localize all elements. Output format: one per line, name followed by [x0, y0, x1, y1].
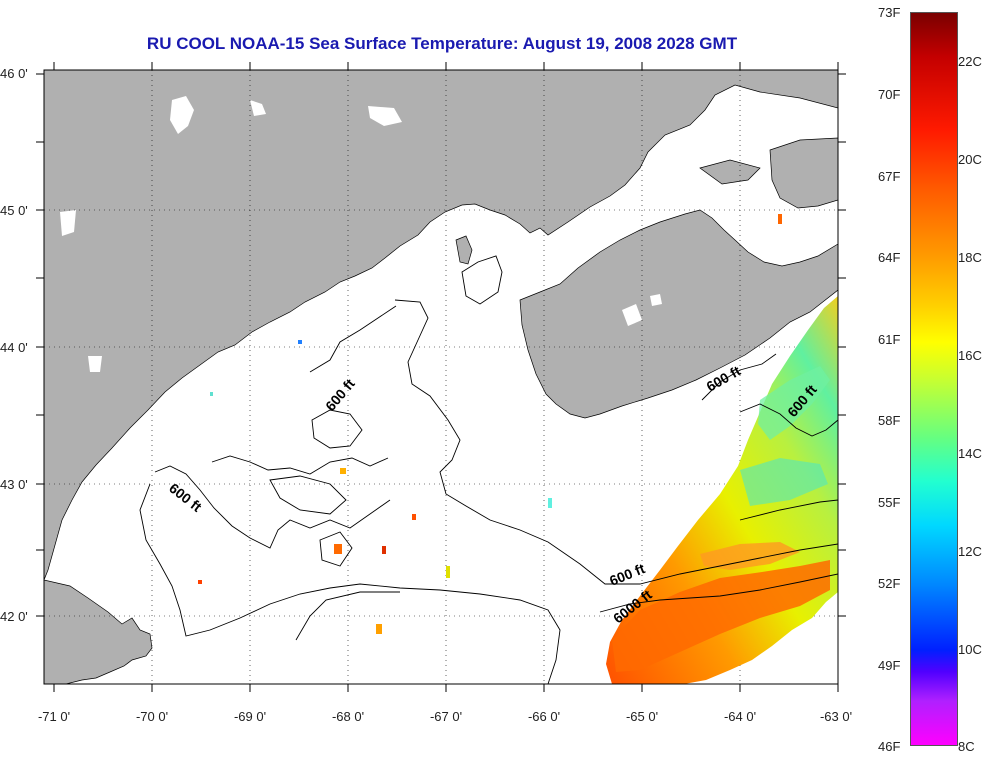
- sst-cool-band: [758, 366, 830, 440]
- lon-label: -68 0': [332, 709, 364, 724]
- sst-pixel: [198, 580, 202, 584]
- colorbar-label-c: 14C: [958, 446, 982, 461]
- sst-warm-core: [612, 560, 830, 672]
- colorbar-label-f: 52F: [878, 576, 901, 591]
- lake: [170, 96, 194, 134]
- lake: [622, 304, 642, 326]
- sst-pixel: [412, 514, 416, 520]
- sst-warm-patch: [700, 542, 800, 570]
- lat-label: 43 0': [0, 477, 28, 492]
- land-pei: [699, 159, 761, 185]
- land-cape-cod: [44, 579, 153, 684]
- lon-label: -71 0': [38, 709, 70, 724]
- sst-cool-band-2: [740, 458, 828, 506]
- lat-label: 45 0': [0, 203, 28, 218]
- lon-label: -64 0': [724, 709, 756, 724]
- colorbar-label-c: 20C: [958, 152, 982, 167]
- colorbar-label-c: 16C: [958, 348, 982, 363]
- land-mainland: [44, 70, 838, 581]
- lake: [60, 210, 76, 236]
- sst-pixel: [298, 340, 302, 344]
- colorbar-label-c: 22C: [958, 54, 982, 69]
- colorbar-label-f: 64F: [878, 250, 901, 265]
- colorbar-label-f: 46F: [878, 739, 901, 754]
- sst-pixel: [376, 624, 382, 634]
- lon-label: -66 0': [528, 709, 560, 724]
- sst-pixel: [334, 544, 342, 554]
- lat-label: 42 0': [0, 609, 28, 624]
- sst-pixel: [340, 468, 346, 474]
- temperature-colorbar: [910, 12, 958, 746]
- colorbar-label-f: 49F: [878, 658, 901, 673]
- lon-label: -70 0': [136, 709, 168, 724]
- sst-pixel: [778, 214, 782, 224]
- axis-ticks: [36, 62, 846, 692]
- colorbar-label-f: 55F: [878, 495, 901, 510]
- colorbar-label-f: 70F: [878, 87, 901, 102]
- colorbar-label-f: 58F: [878, 413, 901, 428]
- sst-pixel: [548, 498, 552, 508]
- lat-label: 46 0': [0, 66, 28, 81]
- land-nova-scotia: [519, 209, 838, 419]
- land-grand-manan: [455, 235, 473, 265]
- colorbar-label-c: 10C: [958, 642, 982, 657]
- colorbar-label-c: 8C: [958, 739, 975, 754]
- colorbar-label-c: 18C: [958, 250, 982, 265]
- lake: [88, 356, 102, 372]
- sst-pixel: [382, 546, 386, 554]
- lon-label: -63 0': [820, 709, 852, 724]
- lake: [368, 106, 402, 126]
- lat-label: 44 0': [0, 340, 28, 355]
- sst-pixel: [210, 392, 213, 396]
- lon-label: -65 0': [626, 709, 658, 724]
- land-cape-breton: [769, 137, 838, 209]
- lon-label: -69 0': [234, 709, 266, 724]
- colorbar-label-f: 73F: [878, 5, 901, 20]
- colorbar-label-c: 12C: [958, 544, 982, 559]
- sst-pixel: [446, 566, 450, 578]
- colorbar-label-f: 67F: [878, 169, 901, 184]
- colorbar-label-f: 61F: [878, 332, 901, 347]
- lake: [650, 294, 662, 306]
- map-title: RU COOL NOAA-15 Sea Surface Temperature:…: [146, 34, 738, 53]
- lake: [250, 100, 266, 116]
- lon-label: -67 0': [430, 709, 462, 724]
- map-border: [43, 69, 839, 685]
- bathymetry-contours: [139, 255, 838, 684]
